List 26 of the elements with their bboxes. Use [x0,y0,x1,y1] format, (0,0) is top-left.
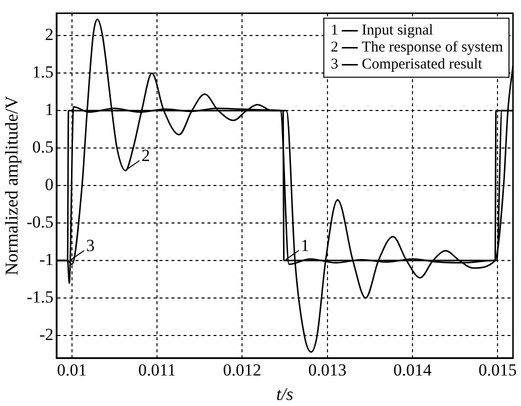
annotation: 1 [300,236,310,256]
y-tick-label: 0.5 [32,138,54,157]
y-tick-label: 0 [45,175,54,194]
annotation: 3 [86,236,95,256]
legend-label: Input signal [362,22,434,39]
text: 1 [330,22,338,39]
y-tick-label: 2 [45,25,54,44]
x-axis-title: t/s [276,384,294,404]
x-tick-label: 0.011 [138,360,176,380]
y-tick-label: -1.5 [26,288,54,307]
legend-label: Comperisated result [362,56,483,73]
y-tick-label: -2 [39,324,54,344]
text: 3 [330,56,338,73]
text: 2 [330,40,338,56]
x-tick-label: 0.015 [478,360,517,380]
y-tick-label: -0.5 [26,212,54,232]
y-tick-label: 1 [45,100,54,120]
x-tick-label: 0.012 [223,360,262,380]
x-tick-label: 0.014 [393,360,432,380]
legend-label: The response of system [362,40,504,56]
x-tick-label: 0.01 [56,360,87,380]
y-tick-label: -1 [39,250,54,270]
x-tick-label: 0.013 [308,360,346,380]
annotation: 2 [141,146,150,166]
y-tick-label: 1.5 [32,62,54,82]
y-axis-title: Normalized amplitude/V [2,96,22,276]
